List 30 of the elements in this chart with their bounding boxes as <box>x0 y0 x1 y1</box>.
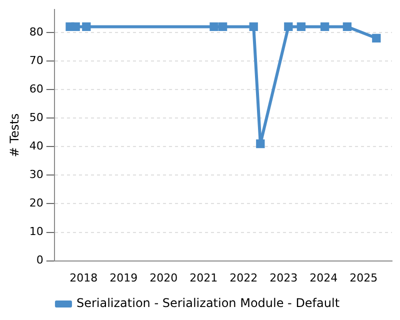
y-tick-label: 30 <box>29 168 44 182</box>
y-axis-title: # Tests <box>7 113 22 158</box>
y-tick-label: 60 <box>29 82 44 96</box>
x-tick-label: 2021 <box>190 271 218 284</box>
y-tick-label: 40 <box>29 139 44 152</box>
y-tick-label: 20 <box>29 196 44 210</box>
y-tick-label: 50 <box>29 110 44 124</box>
x-tick-label: 2024 <box>310 271 338 284</box>
x-tick-label: 2019 <box>110 271 138 284</box>
y-tick-label: 0 <box>36 254 44 267</box>
point <box>342 22 352 32</box>
point <box>256 139 265 148</box>
x-tick-label: 2023 <box>270 271 298 284</box>
x-tick-label: 2025 <box>350 271 378 284</box>
point <box>372 34 381 42</box>
point <box>284 22 293 32</box>
point <box>320 22 330 32</box>
point <box>82 22 91 32</box>
point <box>210 22 218 32</box>
x-tick-label: 2020 <box>150 271 178 284</box>
point <box>71 22 80 32</box>
y-tick-label: 10 <box>29 225 44 238</box>
y-tick-label: 80 <box>29 25 44 38</box>
point <box>218 22 228 32</box>
legend-label: Serialization - Serialization Module - Default <box>76 296 340 310</box>
point <box>296 22 306 32</box>
x-tick-label: 2022 <box>230 271 258 284</box>
y-tick-label: 70 <box>29 54 44 67</box>
x-tick-label: 2018 <box>70 271 98 284</box>
point <box>249 22 258 32</box>
